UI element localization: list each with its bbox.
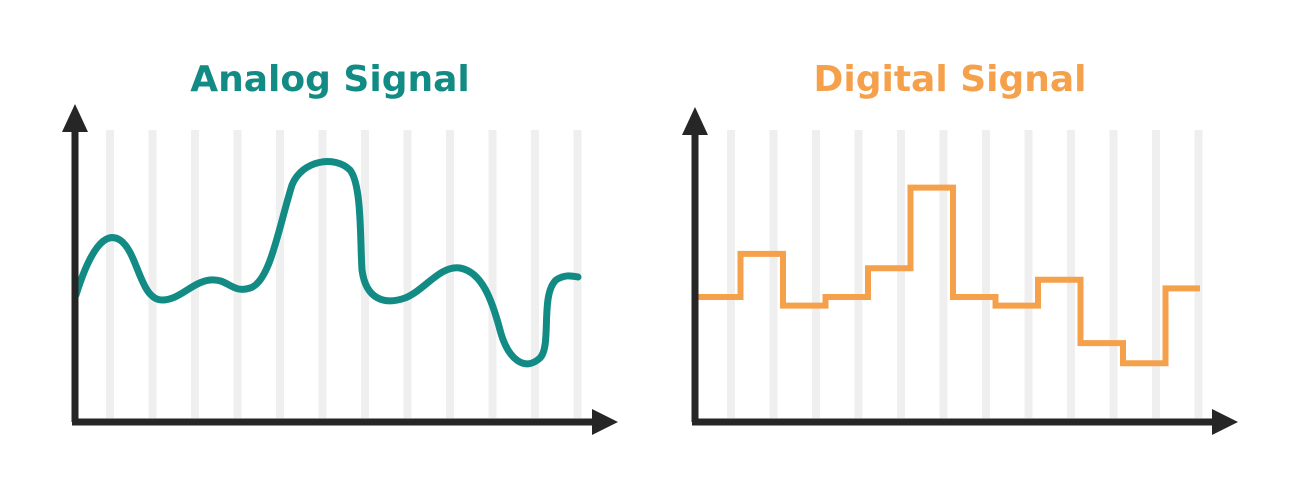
grid-stripe xyxy=(446,130,454,418)
grid-stripe xyxy=(1024,130,1033,418)
grid-stripe xyxy=(812,130,820,418)
grid-stripe xyxy=(276,130,284,418)
digital-grid xyxy=(727,130,1203,418)
grid-stripe xyxy=(531,130,539,418)
grid-stripe xyxy=(1152,130,1160,418)
grid-stripe xyxy=(939,130,948,418)
analog-signal-title: Analog Signal xyxy=(190,59,470,100)
grid-stripe xyxy=(148,130,157,418)
grid-stripe xyxy=(233,130,242,418)
grid-stripe xyxy=(191,130,199,418)
grid-stripe xyxy=(318,130,327,418)
grid-stripe xyxy=(982,130,990,418)
arrow-head-icon xyxy=(592,409,618,435)
grid-stripe xyxy=(897,130,905,418)
grid-stripe xyxy=(1067,130,1075,418)
analog-signal-curve xyxy=(72,158,582,368)
analog-axes xyxy=(62,104,618,435)
grid-stripe xyxy=(488,130,497,418)
grid-stripe xyxy=(1194,130,1203,418)
digital-signal-title: Digital Signal xyxy=(813,59,1087,100)
grid-stripe xyxy=(403,130,412,418)
grid-stripe xyxy=(1109,130,1118,418)
grid-stripe xyxy=(854,130,863,418)
digital-signal-line xyxy=(698,184,1200,367)
analog-grid xyxy=(106,130,582,418)
grid-stripe xyxy=(769,130,778,418)
digital-axes xyxy=(682,107,1238,435)
arrow-head-icon xyxy=(62,104,88,132)
arrow-head-icon xyxy=(1212,409,1238,435)
grid-stripe xyxy=(727,130,735,418)
grid-stripe xyxy=(106,130,114,418)
arrow-head-icon xyxy=(682,107,708,135)
